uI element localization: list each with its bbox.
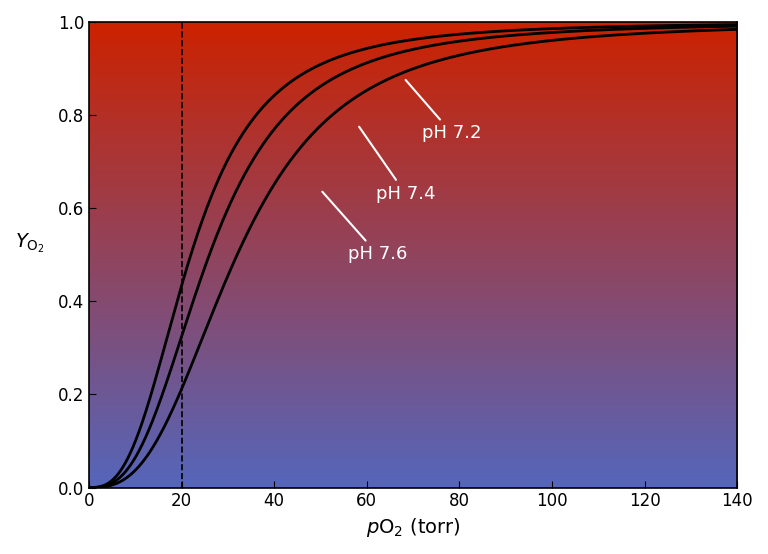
X-axis label: $p$O$_2$ (torr): $p$O$_2$ (torr) xyxy=(366,516,460,539)
Text: pH 7.6: pH 7.6 xyxy=(323,192,408,264)
Y-axis label: $Y_{\mathrm{O_2}}$: $Y_{\mathrm{O_2}}$ xyxy=(15,231,45,255)
Text: pH 7.4: pH 7.4 xyxy=(359,127,435,203)
Text: pH 7.2: pH 7.2 xyxy=(406,80,482,142)
